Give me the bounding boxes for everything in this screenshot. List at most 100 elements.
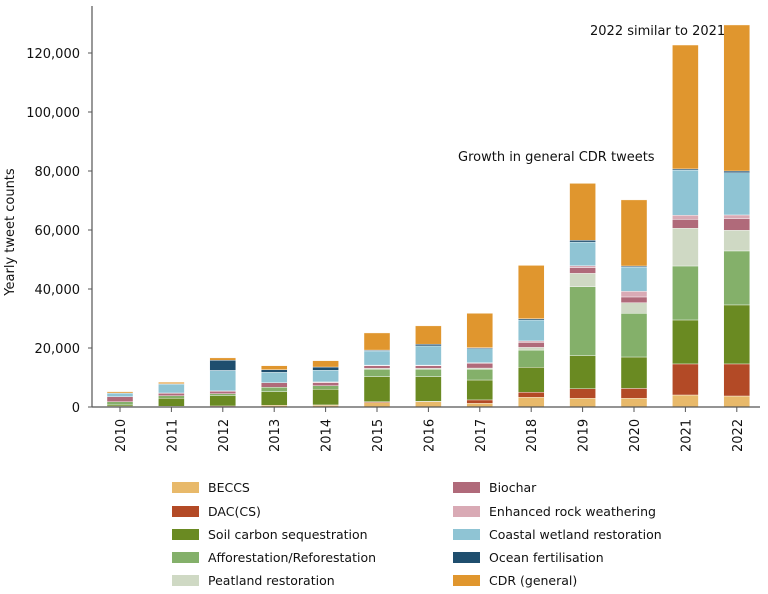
bar-segment-afforestation-reforestation-2010 bbox=[106, 401, 134, 406]
y-tick-label: 80,000 bbox=[35, 165, 81, 180]
bar-segment-cdr-general--2011 bbox=[158, 382, 185, 384]
bar-segment-ocean-fertilisation-2013 bbox=[261, 369, 288, 373]
legend-swatch bbox=[453, 552, 480, 563]
legend-label: Biochar bbox=[489, 480, 537, 495]
bar-segment-afforestation-reforestation-2015 bbox=[363, 369, 391, 377]
legend-label: Coastal wetland restoration bbox=[489, 527, 662, 542]
bar-segment-soil-carbon-sequestration-2022 bbox=[723, 304, 750, 365]
bar-segment-beccs-2015 bbox=[363, 402, 391, 408]
bar-segment-ocean-fertilisation-2014 bbox=[312, 366, 339, 371]
bar-segment-coastal-wetland-restoration-2014 bbox=[312, 370, 339, 383]
bar-segment-beccs-2018 bbox=[518, 397, 545, 408]
bar-segment-afforestation-reforestation-2011 bbox=[158, 395, 185, 399]
x-tick-label: 2017 bbox=[474, 419, 489, 452]
bar-segment-biochar-2015 bbox=[363, 365, 391, 369]
legend-swatch bbox=[453, 575, 480, 586]
bar-segment-dac-cs--2017 bbox=[466, 399, 493, 404]
bar-segment-dac-cs--2021 bbox=[672, 363, 699, 396]
bar-segment-afforestation-reforestation-2019 bbox=[569, 286, 596, 356]
bar-segment-biochar-2014 bbox=[312, 382, 339, 386]
bar-segment-soil-carbon-sequestration-2019 bbox=[569, 355, 596, 389]
bar-segment-dac-cs--2018 bbox=[518, 392, 545, 398]
bars-layer bbox=[106, 24, 750, 408]
legend-swatch bbox=[453, 529, 480, 540]
annotation-growth: Growth in general CDR tweets bbox=[458, 150, 655, 165]
bar-segment-biochar-2016 bbox=[415, 365, 442, 369]
legend-label: Enhanced rock weathering bbox=[489, 504, 656, 519]
bar-segment-coastal-wetland-restoration-2018 bbox=[518, 319, 545, 342]
bar-segment-coastal-wetland-restoration-2012 bbox=[209, 370, 237, 392]
bar-segment-afforestation-reforestation-2020 bbox=[620, 313, 648, 358]
bar-segment-peatland-restoration-2018 bbox=[518, 347, 545, 351]
y-tick-label: 0 bbox=[72, 401, 80, 416]
bar-segment-beccs-2022 bbox=[723, 395, 750, 408]
bar-segment-cdr-general--2021 bbox=[672, 44, 699, 170]
bar-segment-biochar-2020 bbox=[620, 296, 648, 303]
bar-segment-biochar-2013 bbox=[261, 382, 288, 388]
bar-segment-afforestation-reforestation-2017 bbox=[466, 369, 493, 381]
x-tick-label: 2020 bbox=[628, 419, 643, 452]
bar-segment-soil-carbon-sequestration-2021 bbox=[672, 319, 699, 365]
bar-segment-dac-cs--2020 bbox=[620, 388, 648, 399]
bar-segment-coastal-wetland-restoration-2015 bbox=[363, 350, 391, 366]
bar-segment-coastal-wetland-restoration-2017 bbox=[466, 348, 493, 363]
y-tick-label: 100,000 bbox=[26, 106, 80, 121]
bar-segment-soil-carbon-sequestration-2013 bbox=[261, 391, 288, 406]
y-tick-label: 20,000 bbox=[35, 342, 81, 357]
bar-segment-biochar-2011 bbox=[158, 393, 185, 396]
bar-segment-peatland-restoration-2022 bbox=[723, 230, 750, 252]
x-tick-label: 2014 bbox=[320, 419, 335, 452]
y-axis-label: Yearly tweet counts bbox=[3, 168, 18, 297]
legend-label: Soil carbon sequestration bbox=[208, 527, 368, 542]
bar-segment-cdr-general--2010 bbox=[106, 391, 134, 394]
bar-segment-biochar-2022 bbox=[723, 218, 750, 231]
bar-segment-peatland-restoration-2021 bbox=[672, 228, 699, 267]
y-tick-label: 60,000 bbox=[35, 224, 81, 239]
x-tick-label: 2018 bbox=[525, 419, 540, 452]
legend-swatch bbox=[453, 482, 480, 493]
bar-segment-beccs-2019 bbox=[569, 398, 596, 408]
bar-segment-peatland-restoration-2020 bbox=[620, 302, 648, 314]
legend-swatch bbox=[172, 552, 199, 563]
bar-segment-coastal-wetland-restoration-2011 bbox=[158, 384, 185, 394]
bar-segment-coastal-wetland-restoration-2013 bbox=[261, 372, 288, 383]
bar-segment-peatland-restoration-2019 bbox=[569, 273, 596, 287]
x-tick-label: 2021 bbox=[679, 419, 694, 452]
bar-segment-coastal-wetland-restoration-2016 bbox=[415, 345, 442, 366]
bar-segment-afforestation-reforestation-2014 bbox=[312, 385, 339, 390]
bar-segment-cdr-general--2014 bbox=[312, 360, 339, 368]
bar-segment-biochar-2010 bbox=[106, 396, 134, 402]
bar-segment-ocean-fertilisation-2019 bbox=[569, 240, 596, 243]
bar-segment-cdr-general--2020 bbox=[620, 199, 648, 267]
bar-segment-soil-carbon-sequestration-2010 bbox=[106, 404, 134, 407]
x-tick-label: 2010 bbox=[114, 419, 129, 452]
bar-segment-afforestation-reforestation-2018 bbox=[518, 349, 545, 368]
annotation-2022: 2022 similar to 2021 bbox=[590, 24, 725, 39]
bar-segment-afforestation-reforestation-2013 bbox=[261, 387, 288, 392]
bar-segment-soil-carbon-sequestration-2017 bbox=[466, 379, 493, 401]
bar-segment-afforestation-reforestation-2012 bbox=[209, 393, 237, 396]
legend-label: Peatland restoration bbox=[208, 573, 335, 588]
legend-label: Afforestation/Reforestation bbox=[208, 550, 376, 565]
bar-segment-enhanced-rock-weathering-2020 bbox=[620, 291, 648, 298]
bar-segment-coastal-wetland-restoration-2019 bbox=[569, 241, 596, 266]
legend-swatch bbox=[453, 506, 480, 517]
bar-segment-cdr-general--2022 bbox=[723, 24, 750, 172]
bar-segment-cdr-general--2015 bbox=[363, 332, 391, 351]
bar-segment-ocean-fertilisation-2016 bbox=[415, 343, 442, 347]
bar-segment-beccs-2016 bbox=[415, 401, 442, 408]
bar-segment-soil-carbon-sequestration-2020 bbox=[620, 356, 648, 389]
legend-label: DAC(CS) bbox=[208, 504, 261, 519]
y-tick-label: 40,000 bbox=[35, 283, 81, 298]
bar-segment-cdr-general--2013 bbox=[261, 365, 288, 370]
bar-segment-cdr-general--2012 bbox=[209, 357, 237, 361]
x-tick-label: 2019 bbox=[577, 419, 592, 452]
bar-segment-cdr-general--2018 bbox=[518, 265, 545, 319]
bar-segment-dac-cs--2019 bbox=[569, 388, 596, 399]
x-tick-label: 2013 bbox=[268, 419, 283, 452]
bar-segment-beccs-2020 bbox=[620, 398, 648, 408]
legend: BECCS DAC(CS) Soil carbon sequestration Aff… bbox=[172, 480, 662, 588]
bar-segment-afforestation-reforestation-2021 bbox=[672, 265, 699, 321]
bar-segment-biochar-2018 bbox=[518, 342, 545, 348]
bar-segment-biochar-2019 bbox=[569, 267, 596, 274]
